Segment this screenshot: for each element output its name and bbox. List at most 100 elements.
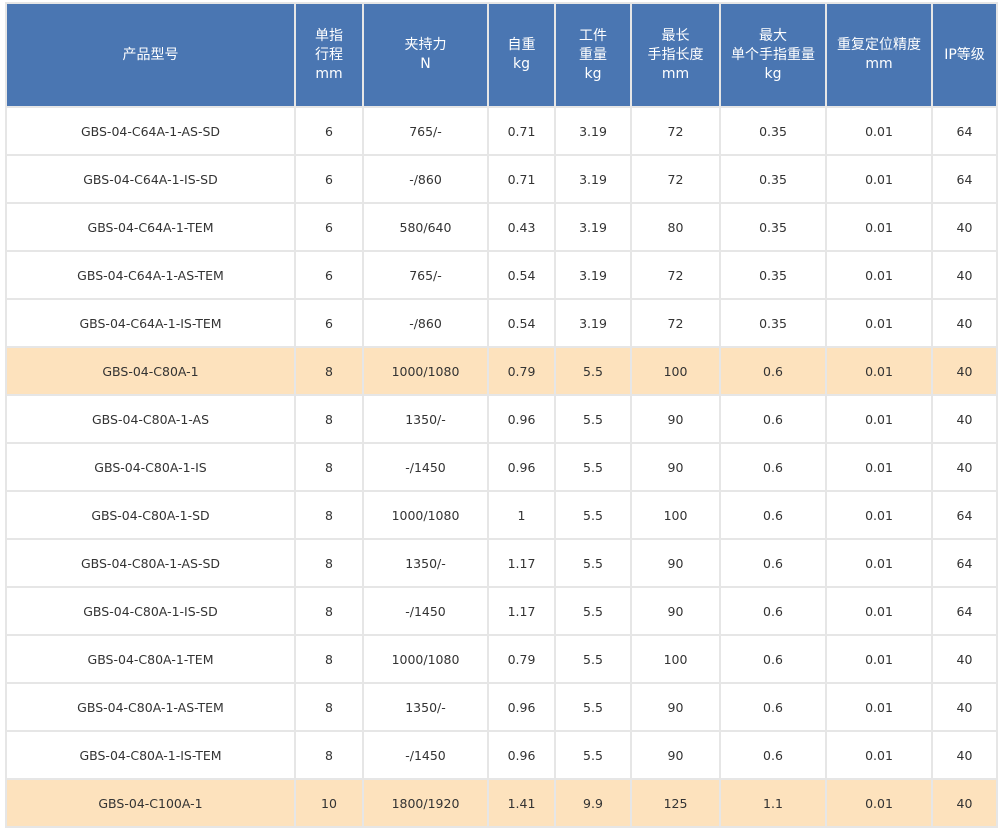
header-cell: 单指 行程 mm bbox=[296, 4, 362, 106]
table-row: GBS-04-C64A-1-IS-SD 6 -/860 0.71 3.19 72 0.35 0… bbox=[7, 156, 996, 202]
value-cell: 0.35 bbox=[721, 252, 825, 298]
value-cell: 0.71 bbox=[489, 156, 554, 202]
value-cell: 0.6 bbox=[721, 684, 825, 730]
value-cell: 1350/- bbox=[364, 540, 487, 586]
value-cell: 0.01 bbox=[827, 204, 931, 250]
value-cell: 0.6 bbox=[721, 492, 825, 538]
header-text: 手指长度 bbox=[647, 46, 704, 63]
model-cell: GBS-04-C64A-1-AS-SD bbox=[7, 108, 294, 154]
table-row: GBS-04-C80A-1-IS-SD 8 -/1450 1.17 5.5 90 0.6 0.… bbox=[7, 588, 996, 634]
value-cell: 5.5 bbox=[556, 396, 630, 442]
header-cell: 夹持力 N bbox=[364, 4, 487, 106]
value-cell: 100 bbox=[632, 636, 719, 682]
value-cell: 8 bbox=[296, 492, 362, 538]
header-text: kg bbox=[584, 65, 602, 82]
value-cell: 72 bbox=[632, 300, 719, 346]
value-cell: 5.5 bbox=[556, 492, 630, 538]
value-cell: 0.01 bbox=[827, 156, 931, 202]
value-cell: -/860 bbox=[364, 156, 487, 202]
value-cell: 0.6 bbox=[721, 540, 825, 586]
value-cell: 40 bbox=[933, 252, 996, 298]
header-text: 行程 bbox=[315, 46, 343, 63]
value-cell: 5.5 bbox=[556, 732, 630, 778]
value-cell: -/860 bbox=[364, 300, 487, 346]
value-cell: 0.01 bbox=[827, 540, 931, 586]
value-cell: 0.71 bbox=[489, 108, 554, 154]
header-row: 产品型号 单指 行程 mm 夹持力 N 自重 kg 工件 重量 kg 最长 手指长度 mm 最大 单个手指重量… bbox=[7, 4, 996, 106]
header-cell: 自重 kg bbox=[489, 4, 554, 106]
value-cell: 0.43 bbox=[489, 204, 554, 250]
value-cell: 9.9 bbox=[556, 780, 630, 826]
header-text: kg bbox=[513, 56, 530, 72]
model-cell: GBS-04-C80A-1 bbox=[7, 348, 294, 394]
table-row: GBS-04-C80A-1-SD 8 1000/1080 1 5.5 100 0.6 0.01… bbox=[7, 492, 996, 538]
model-cell: GBS-04-C80A-1-AS-TEM bbox=[7, 684, 294, 730]
table-row: GBS-04-C64A-1-AS-SD 6 765/- 0.71 3.19 72 0.35 0… bbox=[7, 108, 996, 154]
model-cell: GBS-04-C64A-1-IS-SD bbox=[7, 156, 294, 202]
model-cell: GBS-04-C80A-1-SD bbox=[7, 492, 294, 538]
header-text: N bbox=[420, 56, 431, 72]
value-cell: 5.5 bbox=[556, 444, 630, 490]
value-cell: 0.01 bbox=[827, 780, 931, 826]
value-cell: 1000/1080 bbox=[364, 636, 487, 682]
table-row: GBS-04-C80A-1 8 1000/1080 0.79 5.5 100 0.6 0.01… bbox=[7, 348, 996, 394]
value-cell: 0.54 bbox=[489, 252, 554, 298]
header-text: IP等级 bbox=[944, 46, 985, 63]
value-cell: 0.01 bbox=[827, 636, 931, 682]
value-cell: 1.17 bbox=[489, 588, 554, 634]
value-cell: -/1450 bbox=[364, 588, 487, 634]
header-cell: 最长 手指长度 mm bbox=[632, 4, 719, 106]
value-cell: 0.96 bbox=[489, 444, 554, 490]
value-cell: 3.19 bbox=[556, 156, 630, 202]
value-cell: 8 bbox=[296, 396, 362, 442]
table-row: GBS-04-C80A-1-IS 8 -/1450 0.96 5.5 90 0.6 0.01 4… bbox=[7, 444, 996, 490]
value-cell: 8 bbox=[296, 732, 362, 778]
value-cell: 0.6 bbox=[721, 348, 825, 394]
value-cell: 40 bbox=[933, 684, 996, 730]
value-cell: 0.01 bbox=[827, 588, 931, 634]
header-text: mm bbox=[661, 65, 690, 82]
header-cell: 产品型号 bbox=[7, 4, 294, 106]
header-text: 单个手指重量 bbox=[731, 46, 815, 63]
model-cell: GBS-04-C80A-1-TEM bbox=[7, 636, 294, 682]
value-cell: 0.01 bbox=[827, 252, 931, 298]
value-cell: 5.5 bbox=[556, 588, 630, 634]
value-cell: 40 bbox=[933, 732, 996, 778]
header-text: 自重 bbox=[507, 37, 536, 53]
value-cell: 0.35 bbox=[721, 108, 825, 154]
value-cell: 72 bbox=[632, 156, 719, 202]
header-cell: IP等级 bbox=[933, 4, 996, 106]
model-cell: GBS-04-C80A-1-IS-SD bbox=[7, 588, 294, 634]
value-cell: 90 bbox=[632, 444, 719, 490]
model-cell: GBS-04-C64A-1-IS-TEM bbox=[7, 300, 294, 346]
value-cell: 765/- bbox=[364, 108, 487, 154]
value-cell: 64 bbox=[933, 156, 996, 202]
value-cell: 8 bbox=[296, 588, 362, 634]
header-text: 产品型号 bbox=[122, 46, 179, 63]
table-row: GBS-04-C80A-1-TEM 8 1000/1080 0.79 5.5 100 0.6… bbox=[7, 636, 996, 682]
model-cell: GBS-04-C80A-1-IS bbox=[7, 444, 294, 490]
model-cell: GBS-04-C100A-1 bbox=[7, 780, 294, 826]
header-text: 最大 bbox=[759, 27, 787, 44]
spec-table: 产品型号 单指 行程 mm 夹持力 N 自重 kg 工件 重量 kg 最长 手指长度 mm 最大 单个手指重量… bbox=[5, 2, 998, 828]
value-cell: 0.79 bbox=[489, 348, 554, 394]
value-cell: 8 bbox=[296, 684, 362, 730]
value-cell: 580/640 bbox=[364, 204, 487, 250]
table-row: GBS-04-C64A-1-IS-TEM 6 -/860 0.54 3.19 72 0.35… bbox=[7, 300, 996, 346]
value-cell: 1800/1920 bbox=[364, 780, 487, 826]
model-cell: GBS-04-C80A-1-AS-SD bbox=[7, 540, 294, 586]
value-cell: 1350/- bbox=[364, 684, 487, 730]
header-cell: 工件 重量 kg bbox=[556, 4, 630, 106]
value-cell: 40 bbox=[933, 780, 996, 826]
value-cell: -/1450 bbox=[364, 444, 487, 490]
header-text: 重复定位精度 bbox=[837, 37, 921, 53]
value-cell: -/1450 bbox=[364, 732, 487, 778]
value-cell: 1.17 bbox=[489, 540, 554, 586]
value-cell: 6 bbox=[296, 300, 362, 346]
model-cell: GBS-04-C80A-1-AS bbox=[7, 396, 294, 442]
value-cell: 3.19 bbox=[556, 252, 630, 298]
value-cell: 40 bbox=[933, 444, 996, 490]
value-cell: 8 bbox=[296, 444, 362, 490]
value-cell: 0.96 bbox=[489, 732, 554, 778]
value-cell: 8 bbox=[296, 540, 362, 586]
